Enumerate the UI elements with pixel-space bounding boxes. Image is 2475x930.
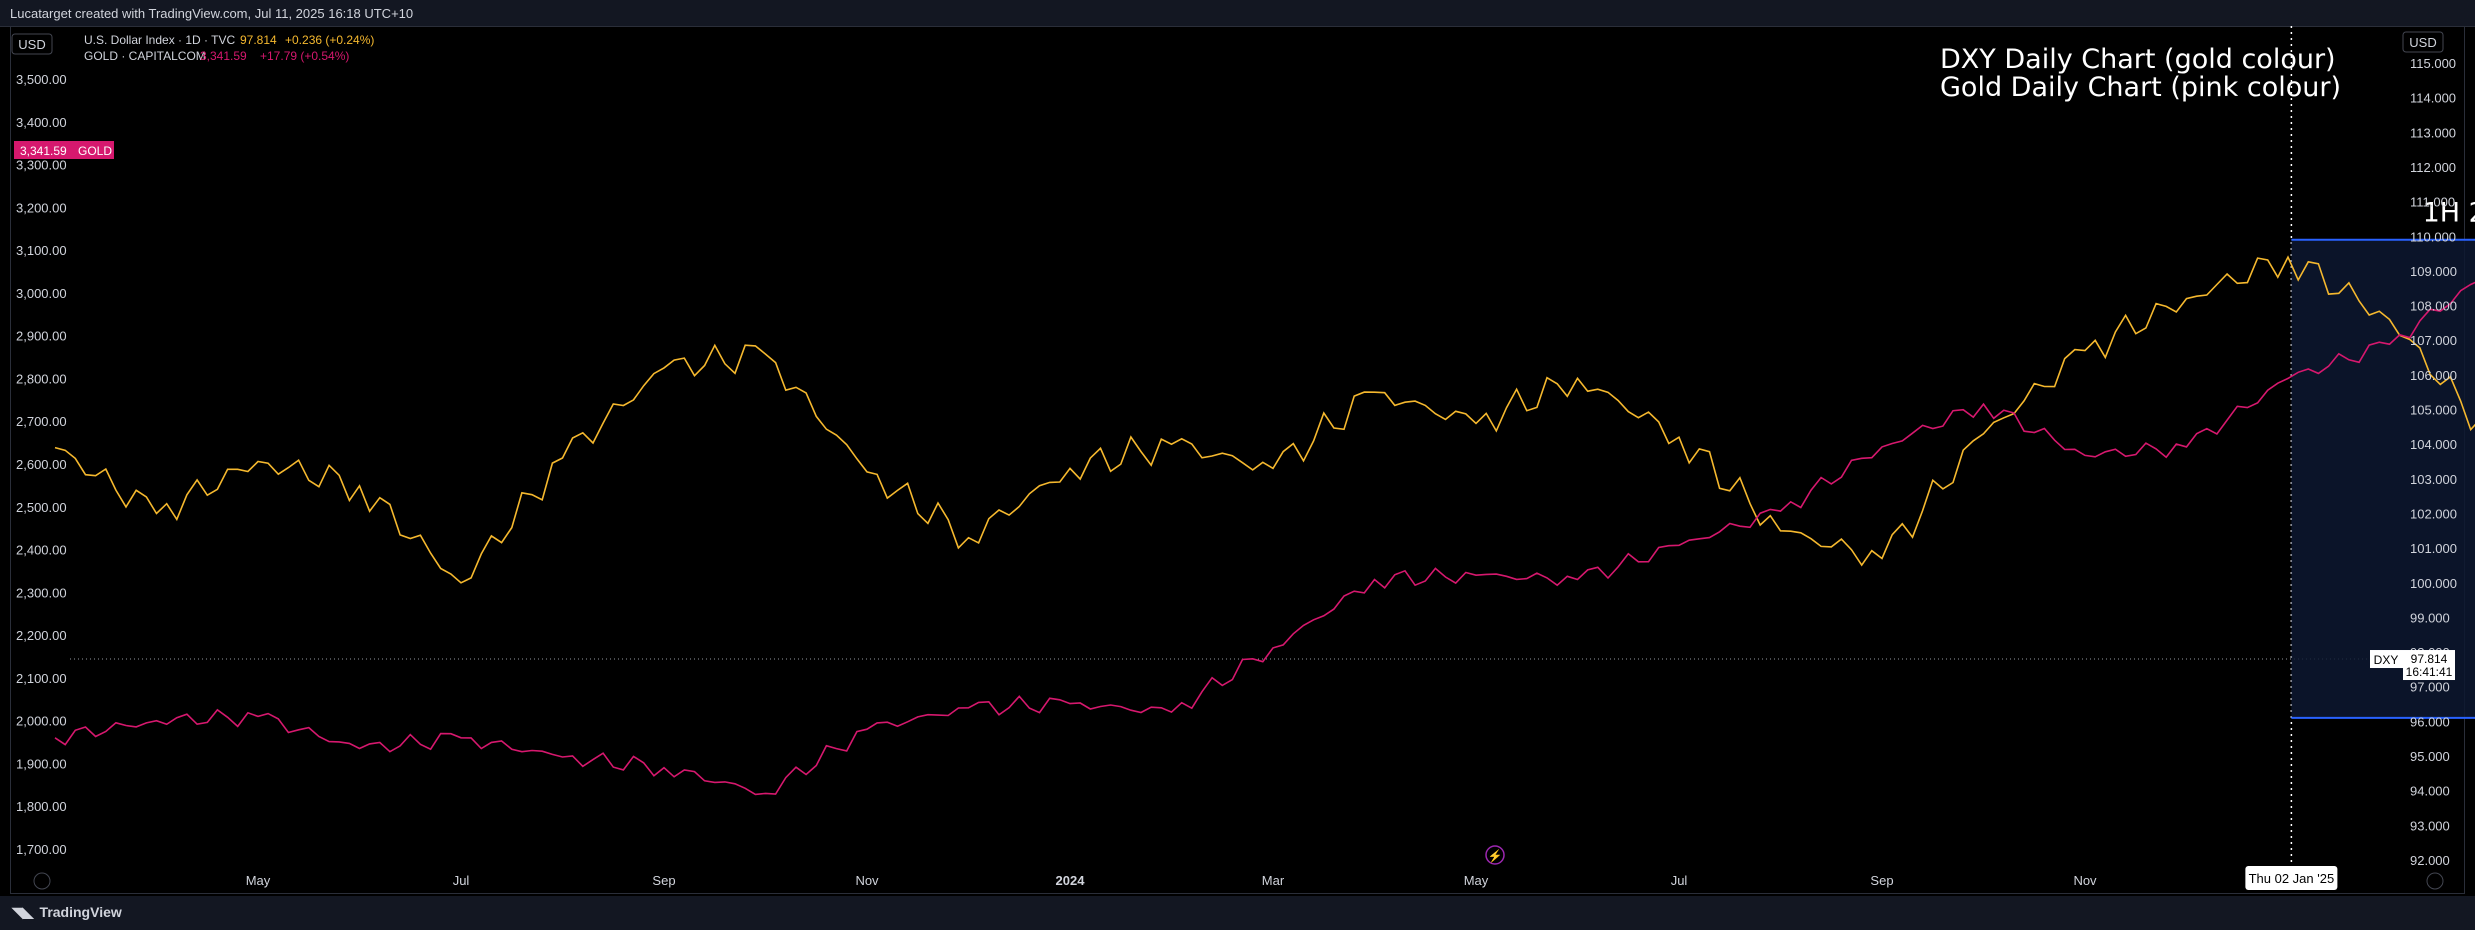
right-tick-label: 97.000 bbox=[2410, 680, 2450, 695]
overlay-labels: U.S. Dollar Index · 1D · TVC 97.814 +0.236… bbox=[84, 33, 2341, 103]
timezone-icon[interactable] bbox=[33, 872, 51, 890]
right-tick-label: 108.000 bbox=[2410, 299, 2457, 314]
time-tick-label: Nov bbox=[2073, 873, 2097, 888]
gold-series-line bbox=[54, 281, 2475, 796]
legend-series-name: GOLD · CAPITALCOM bbox=[84, 49, 206, 63]
time-tick-label: 2024 bbox=[1056, 873, 1086, 888]
right-tick-label: 109.000 bbox=[2410, 264, 2457, 279]
left-tick-label: 2,000.00 bbox=[16, 714, 67, 729]
left-tick-label: 2,400.00 bbox=[16, 543, 67, 558]
right-tick-label: 111.000 bbox=[2410, 195, 2455, 210]
right-currency-badge[interactable] bbox=[2402, 31, 2444, 53]
legend-series-change: +0.236 (+0.24%) bbox=[285, 33, 374, 47]
marker-start-label-bg[interactable] bbox=[2245, 866, 2338, 890]
right-tick-label: 110.000 bbox=[2410, 229, 2456, 244]
right-price-axis[interactable]: USD 115.000 114.000 113.000 112.000 111.000 11… bbox=[2370, 31, 2457, 868]
auto-scale-icon[interactable] bbox=[2426, 872, 2444, 890]
right-tick-label: 96.000 bbox=[2410, 714, 2450, 729]
left-tick-label: 3,000.00 bbox=[16, 286, 67, 301]
time-tick-label: Mar bbox=[1262, 873, 1285, 888]
time-tick-label: Sep bbox=[652, 873, 675, 888]
right-tick-label: 105.000 bbox=[2410, 403, 2457, 418]
gold-tag-bg bbox=[14, 141, 114, 159]
gold-tag-value: 3,341.59 bbox=[20, 144, 67, 158]
left-tick-label: 3,300.00 bbox=[16, 158, 67, 173]
right-tick-label: 95.000 bbox=[2410, 749, 2450, 764]
left-tick-label: 2,800.00 bbox=[16, 371, 67, 386]
dxy-tag-label: DXY bbox=[2374, 653, 2399, 667]
footer-bar: ◥◣ TradingView bbox=[0, 896, 2475, 930]
left-tick-label: 1,700.00 bbox=[16, 842, 67, 857]
time-tick-label: May bbox=[246, 873, 271, 888]
right-tick-label: 115.000 bbox=[2410, 56, 2456, 71]
measure-box[interactable]: −13.843 (−12.56%) −13,8431H 25 bbox=[2291, 198, 2475, 750]
left-tick-label: 2,100.00 bbox=[16, 671, 67, 686]
grid bbox=[70, 26, 2370, 865]
left-tick-label: 2,600.00 bbox=[16, 457, 67, 472]
right-tick-label: 92.000 bbox=[2410, 853, 2450, 868]
right-tick-label: 112.000 bbox=[2410, 160, 2456, 175]
legend-series-name: U.S. Dollar Index · 1D · TVC bbox=[84, 33, 235, 47]
right-tick-label: 102.000 bbox=[2410, 506, 2457, 521]
lightning-icon-glyph: ⚡ bbox=[1488, 849, 1503, 863]
header-caption: Lucatarget created with TradingView.com,… bbox=[10, 6, 414, 21]
series-group bbox=[54, 255, 2475, 796]
lightning-icon[interactable] bbox=[1485, 845, 1505, 865]
chart-canvas[interactable]: −13.843 (−12.56%) −13,8431H 25 USD 3,500.… bbox=[0, 0, 2475, 896]
legend-series-value: 97.814 bbox=[240, 33, 277, 47]
left-tick-label: 2,700.00 bbox=[16, 414, 67, 429]
legend-series-value: 3,341.59 bbox=[200, 49, 247, 63]
time-tick-label: May bbox=[1464, 873, 1489, 888]
time-axis[interactable]: MayJulSepNov2024MarMayJulSepNovJanMarMay… bbox=[33, 845, 2475, 890]
annotation-line-1: DXY Daily Chart (gold colour) bbox=[1940, 44, 2336, 75]
left-tick-label: 2,900.00 bbox=[16, 329, 67, 344]
right-tick-label: 113.000 bbox=[2410, 125, 2456, 140]
time-tick-label: Jul bbox=[453, 873, 470, 888]
dxy-value-bg bbox=[2403, 650, 2455, 681]
left-tick-label: 1,800.00 bbox=[16, 799, 67, 814]
right-tick-label: 107.000 bbox=[2410, 333, 2457, 348]
period-label: 1H 25 bbox=[2423, 198, 2475, 229]
tradingview-brand: TradingView bbox=[39, 904, 122, 920]
right-tick-label: 106.000 bbox=[2410, 368, 2457, 383]
tradingview-logo[interactable]: ◥◣ TradingView bbox=[12, 904, 122, 921]
dxy-series-line bbox=[54, 255, 2475, 584]
time-tick-label: Nov bbox=[855, 873, 879, 888]
right-currency-label: USD bbox=[2409, 35, 2436, 50]
right-tick-label: 114.000 bbox=[2410, 91, 2456, 106]
gold-tag-label: GOLD bbox=[78, 144, 112, 158]
left-price-axis[interactable]: USD 3,500.00 3,400.00 3,300.00 3,200.00 3,100… bbox=[11, 33, 114, 857]
left-tick-label: 2,200.00 bbox=[16, 628, 67, 643]
right-tick-label: 99.000 bbox=[2410, 610, 2450, 625]
dxy-tag-bg bbox=[2370, 650, 2403, 669]
dxy-countdown-label: 16:41:41 bbox=[2406, 665, 2453, 679]
left-tick-label: 3,500.00 bbox=[16, 72, 67, 87]
left-tick-label: 2,300.00 bbox=[16, 585, 67, 600]
left-tick-label: 3,100.00 bbox=[16, 243, 67, 258]
left-tick-label: 3,200.00 bbox=[16, 200, 67, 215]
right-tick-label: 93.000 bbox=[2410, 818, 2450, 833]
measure-range-fill[interactable] bbox=[2291, 239, 2475, 718]
annotation-line-2: Gold Daily Chart (pink colour) bbox=[1940, 72, 2341, 103]
dxy-value-label: 97.814 bbox=[2411, 652, 2448, 666]
left-currency-badge[interactable] bbox=[11, 33, 53, 55]
left-tick-label: 1,900.00 bbox=[16, 756, 67, 771]
time-tick-label: Jul bbox=[1671, 873, 1688, 888]
left-tick-label: 3,400.00 bbox=[16, 115, 67, 130]
left-tick-label: 2,500.00 bbox=[16, 500, 67, 515]
right-tick-label: 100.000 bbox=[2410, 576, 2457, 591]
right-tick-label: 104.000 bbox=[2410, 437, 2457, 452]
time-tick-label: Sep bbox=[1870, 873, 1893, 888]
right-tick-label: 94.000 bbox=[2410, 784, 2450, 799]
left-currency-label: USD bbox=[18, 37, 45, 52]
marker-start-label: Thu 02 Jan '25 bbox=[2249, 871, 2335, 886]
right-tick-label: 103.000 bbox=[2410, 472, 2457, 487]
tradingview-logo-icon: ◥◣ bbox=[12, 904, 34, 920]
legend-series-change: +17.79 (+0.54%) bbox=[260, 49, 349, 63]
right-tick-label: 101.000 bbox=[2410, 541, 2457, 556]
